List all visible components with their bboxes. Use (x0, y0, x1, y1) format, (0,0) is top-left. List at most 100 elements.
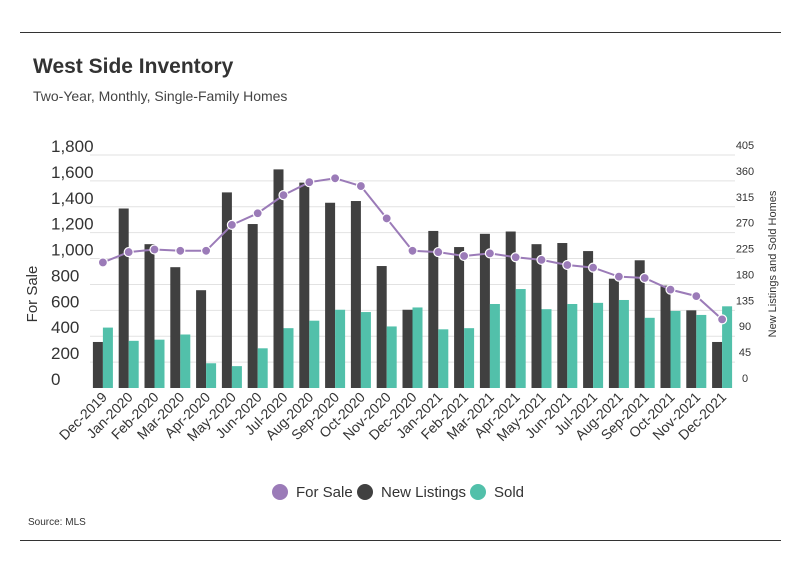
new-listings-bar (454, 247, 465, 388)
for-sale-point (433, 246, 444, 258)
sold-bar (283, 328, 294, 388)
sold-bar (257, 348, 268, 388)
y-tick-label: 1,800 (51, 137, 94, 156)
new-listings-bar (712, 341, 723, 388)
for-sale-point (201, 245, 212, 256)
for-sale-point (691, 290, 702, 302)
y2-tick-label: 0 (742, 373, 748, 385)
for-sale-point (381, 213, 392, 224)
for-sale-point (123, 246, 134, 258)
for-sale-point (252, 208, 263, 219)
y2-tick-label: 270 (736, 218, 754, 230)
for-sale-point (716, 314, 728, 325)
chart-subtitle: Two-Year, Monthly, Single-Family Homes (33, 88, 288, 104)
sold-bar (128, 340, 139, 388)
sold-bar (515, 289, 526, 388)
y2-tick-label: 45 (739, 347, 751, 359)
for-sale-point (330, 173, 341, 184)
new-listings-bar (273, 169, 284, 388)
new-listings-bar (505, 231, 516, 388)
source-note: Source: MLS (28, 517, 86, 528)
y-tick-label: 1,600 (51, 163, 94, 182)
sold-bar (489, 304, 500, 388)
new-listings-bar (557, 243, 568, 388)
new-listings-bar (376, 266, 387, 388)
sold-bar (438, 329, 449, 388)
sold-bar (541, 309, 552, 388)
new-listings-bar (221, 192, 232, 388)
for-sale-point (562, 259, 573, 271)
sold-bar (154, 339, 165, 388)
for-sale-point (484, 248, 495, 259)
right-axis-ticks: 0 45 90 135 180 225 270 315 360 405 (736, 140, 754, 385)
y-tick-label: 600 (51, 292, 79, 311)
new-listings-bar (350, 201, 361, 388)
new-listings-bar (660, 285, 671, 388)
new-listings-bar (402, 309, 413, 388)
y2-tick-label: 360 (736, 166, 754, 178)
y-tick-label: 200 (51, 344, 79, 363)
for-sale-point (149, 244, 160, 255)
y2-tick-label: 315 (736, 192, 754, 204)
for-sale-point (665, 284, 676, 295)
new-listings-bar (92, 341, 103, 388)
for-sale-point (639, 272, 650, 284)
sold-bar (696, 314, 707, 388)
y2-axis-label: New Listings and Sold Homes (767, 190, 779, 337)
for-sale-point (97, 257, 109, 268)
new-listings-bar (144, 244, 155, 388)
sold-bar (412, 307, 423, 388)
y-tick-label: 1,400 (51, 189, 94, 208)
sold-bar (722, 306, 733, 388)
legend-label: For Sale (296, 484, 353, 501)
sold-bar (464, 328, 475, 388)
new-listings-bar (634, 260, 645, 388)
top-rule (20, 32, 781, 33)
for-sale-point (304, 177, 315, 188)
sold-bar (180, 334, 191, 388)
y2-tick-label: 135 (736, 295, 754, 307)
y-axis-label: For Sale (24, 266, 41, 323)
y2-tick-label: 90 (739, 321, 751, 333)
for-sale-line-group (97, 173, 728, 325)
legend-marker (470, 484, 486, 500)
y-tick-label: 1,000 (51, 241, 94, 260)
new-listings-bar (325, 202, 336, 388)
new-listings-bar (118, 208, 129, 388)
y-tick-label: 800 (51, 266, 79, 285)
y-tick-label: 1,200 (51, 215, 94, 234)
sold-bar (206, 363, 217, 388)
sold-bar (335, 309, 346, 388)
y-tick-label: 400 (51, 318, 79, 337)
for-sale-point (355, 180, 366, 192)
chart-title: West Side Inventory (33, 55, 234, 78)
sold-bar (670, 310, 681, 388)
for-sale-point (407, 245, 418, 256)
new-listings-bar (428, 230, 439, 388)
for-sale-point (175, 245, 186, 256)
bars (92, 169, 733, 388)
new-listings-bar (196, 290, 207, 388)
legend-marker (272, 484, 288, 500)
new-listings-bar (479, 233, 490, 388)
new-listings-bar (247, 224, 258, 388)
sold-bar (644, 317, 655, 388)
y2-tick-label: 180 (736, 269, 754, 281)
for-sale-point (278, 190, 289, 201)
for-sale-point (510, 252, 521, 263)
bottom-rule (20, 540, 781, 541)
new-listings-bar (608, 278, 619, 388)
new-listings-bar (170, 267, 181, 388)
for-sale-point (613, 271, 625, 282)
legend-label: Sold (494, 484, 524, 501)
legend: For Sale New Listings Sold (272, 484, 524, 501)
sold-bar (567, 304, 578, 388)
sold-bar (593, 302, 604, 388)
left-axis-ticks: 0 200 400 600 800 1,000 1,200 1,400 1,600 1,800 (51, 137, 94, 389)
sold-bar (231, 366, 242, 388)
new-listings-bar (583, 251, 594, 388)
x-axis-ticks: Dec-2019Jan-2020Feb-2020Mar-2020Apr-2020… (56, 389, 730, 444)
new-listings-bar (686, 310, 697, 388)
sold-bar (360, 312, 371, 388)
